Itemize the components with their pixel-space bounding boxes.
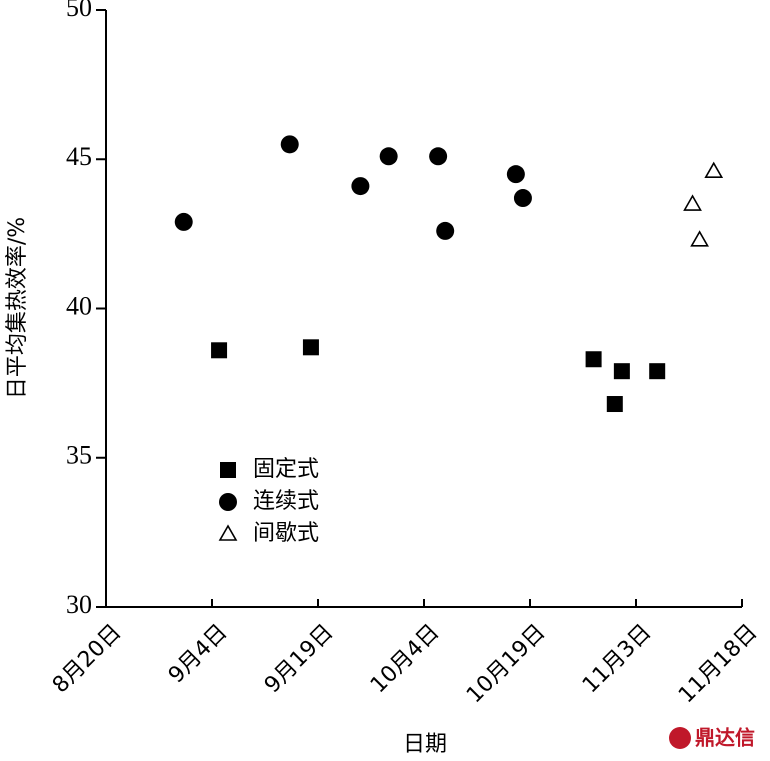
data-point (280, 135, 299, 154)
watermark: 鼎达信 (695, 726, 755, 750)
data-point (429, 147, 448, 166)
x-tick-label: 10月19日 (462, 620, 550, 708)
data-point (302, 339, 319, 356)
x-tick-label: 8月20日 (48, 620, 126, 698)
legend-label: 连续式 (253, 489, 319, 514)
data-point (613, 363, 630, 380)
y-axis-label: 日平均集热效率/% (5, 217, 30, 399)
data-point (351, 177, 370, 196)
data-point (379, 147, 398, 166)
y-tick-label: 40 (66, 291, 92, 320)
y-tick-label: 35 (66, 441, 92, 470)
legend-marker (219, 493, 237, 511)
x-tick-label: 9月19日 (260, 620, 338, 698)
x-tick-label: 11月3日 (578, 620, 656, 698)
data-point (506, 165, 525, 184)
data-point (606, 396, 623, 413)
data-point (585, 351, 602, 368)
watermark-icon (669, 727, 691, 749)
legend-label: 间歇式 (253, 521, 319, 546)
data-point (683, 194, 702, 211)
y-tick-label: 50 (66, 0, 92, 22)
legend-label: 固定式 (253, 457, 319, 482)
x-tick-label: 11月18日 (674, 620, 762, 708)
data-point (211, 342, 228, 359)
x-axis-label: 日期 (403, 732, 447, 757)
x-tick-label: 10月4日 (366, 620, 444, 698)
y-tick-label: 45 (66, 142, 92, 171)
data-point (690, 230, 709, 247)
data-point (704, 161, 724, 178)
data-point (649, 363, 666, 380)
legend-marker (218, 524, 238, 541)
y-tick-label: 30 (66, 590, 92, 619)
data-point (513, 189, 532, 208)
legend-marker (220, 462, 236, 478)
data-point (174, 212, 193, 231)
x-tick-label: 9月4日 (164, 620, 233, 689)
data-point (436, 221, 455, 240)
